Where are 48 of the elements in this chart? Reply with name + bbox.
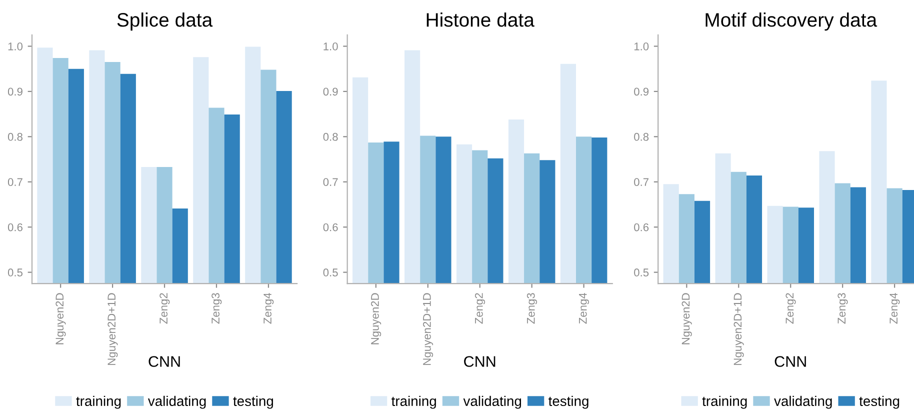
y-tick-label: 0.9 (634, 88, 649, 96)
x-tick-label: Nguyen2D (682, 293, 692, 344)
y-tick-label: 0.9 (323, 88, 338, 96)
x-tick-label: Nguyen2D+1D (734, 293, 744, 365)
y-tick-label: 0.8 (323, 132, 338, 141)
x-tick-label: Nguyen2D+1D (108, 293, 118, 365)
x-tick-label: Nguyen2D (56, 293, 66, 344)
legend-label: testing (548, 396, 588, 409)
y-tick-label: 0.5 (8, 268, 22, 276)
x-tick-label: Zeng3 (212, 293, 222, 324)
y-tick-label: 0.6 (8, 223, 22, 232)
y-tick-label: 0.8 (634, 132, 649, 141)
y-tick-label: 1.0 (634, 42, 649, 50)
x-tick-label: Zeng3 (838, 293, 848, 324)
legend-label: training (76, 396, 121, 409)
legend-label: validating (148, 396, 206, 409)
legend-label: training (702, 396, 747, 409)
legend-label: validating (774, 396, 832, 409)
y-tick-label: 0.6 (323, 223, 338, 232)
x-tick-label: Zeng2 (160, 293, 170, 324)
x-tick-label: Nguyen2D (371, 293, 382, 344)
y-tick-label: 0.5 (634, 268, 649, 276)
legend-label: training (392, 396, 436, 409)
x-tick-label: Nguyen2D+1D (422, 293, 434, 365)
legend-label: testing (233, 396, 274, 409)
y-tick-label: 0.7 (634, 178, 648, 186)
y-tick-label: 1.0 (324, 42, 338, 50)
chart-title: Histone data (426, 12, 534, 27)
x-axis-title: CNN (774, 356, 806, 367)
chart-title: Splice data (117, 12, 213, 31)
y-tick-label: 0.7 (323, 178, 338, 186)
x-axis-title: CNN (148, 356, 180, 367)
legend-label: validating (463, 396, 522, 409)
chart-title: Motif discovery data (706, 12, 878, 31)
x-axis-title: CNN (464, 356, 496, 367)
x-tick-label: Zeng2 (786, 293, 796, 324)
y-tick-label: 0.5 (323, 268, 338, 276)
x-tick-label: Zeng4 (264, 292, 274, 324)
y-tick-label: 0.7 (8, 178, 22, 186)
x-tick-label: Zeng3 (526, 293, 537, 324)
y-tick-label: 0.9 (8, 88, 22, 96)
x-tick-label: Zeng4 (890, 292, 900, 324)
x-tick-label: Zeng4 (579, 292, 589, 324)
legend-label: testing (859, 396, 900, 409)
y-tick-label: 0.8 (8, 132, 22, 141)
x-tick-label: Zeng2 (474, 293, 486, 324)
y-tick-label: 1.0 (8, 42, 23, 50)
y-tick-label: 0.6 (634, 223, 649, 232)
